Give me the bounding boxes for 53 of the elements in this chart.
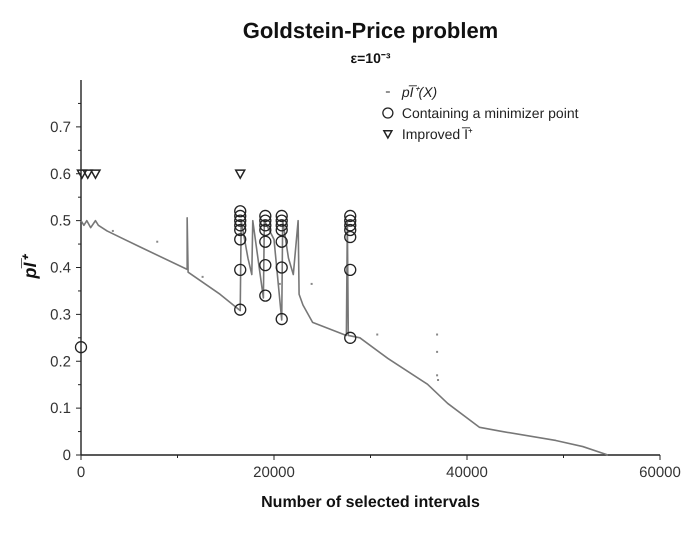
point bbox=[344, 264, 356, 276]
point bbox=[259, 219, 272, 232]
point bbox=[344, 332, 356, 344]
point bbox=[234, 169, 246, 179]
point bbox=[234, 210, 246, 222]
point bbox=[259, 236, 272, 248]
point bbox=[344, 219, 356, 232]
y-tick-label: 0.5 bbox=[50, 212, 71, 230]
chart-title: Goldstein-Price problem bbox=[242, 18, 498, 43]
x-tick-label: 60000 bbox=[639, 464, 681, 481]
point bbox=[234, 304, 246, 316]
y-axis-title: pI̅⁺ bbox=[20, 254, 40, 280]
point bbox=[276, 312, 288, 326]
point bbox=[276, 210, 288, 222]
point bbox=[344, 214, 356, 227]
legend-label: Improved I̅⁺ bbox=[402, 126, 474, 142]
y-tick-label: 0.7 bbox=[50, 118, 71, 136]
point bbox=[234, 205, 246, 218]
point bbox=[234, 233, 246, 246]
y-tick-label: 0.1 bbox=[50, 400, 71, 418]
point bbox=[344, 230, 356, 244]
point bbox=[276, 261, 288, 274]
point bbox=[259, 214, 272, 227]
x-tick-label: 0 bbox=[76, 464, 86, 481]
point bbox=[259, 259, 272, 272]
point bbox=[259, 224, 272, 236]
point bbox=[276, 236, 288, 248]
point bbox=[74, 341, 88, 354]
point bbox=[344, 224, 356, 236]
point bbox=[234, 264, 246, 276]
chart-subtitle: ε=10⁻³ bbox=[350, 50, 391, 66]
point bbox=[259, 289, 272, 302]
legend-label: Containing a minimizer point bbox=[402, 105, 579, 121]
point bbox=[82, 169, 94, 179]
point bbox=[344, 210, 356, 222]
x-tick-label: 20000 bbox=[253, 464, 295, 481]
point bbox=[276, 224, 288, 236]
point bbox=[90, 169, 101, 179]
legend-label: pI̅⁺(X) bbox=[400, 84, 438, 100]
point bbox=[234, 219, 246, 232]
y-tick-label: 0.2 bbox=[50, 353, 71, 370]
point bbox=[276, 219, 288, 232]
x-axis-title: Number of selected intervals bbox=[261, 494, 480, 511]
y-tick-label: 0 bbox=[62, 447, 71, 464]
y-tick-label: 0.6 bbox=[50, 166, 71, 183]
point bbox=[259, 210, 272, 222]
point bbox=[234, 214, 246, 227]
x-tick-label: 40000 bbox=[446, 464, 488, 481]
point bbox=[234, 224, 246, 236]
point bbox=[76, 169, 88, 179]
point bbox=[276, 214, 288, 227]
y-tick-label: 0.4 bbox=[50, 260, 71, 276]
y-tick-label: 0.3 bbox=[50, 306, 71, 324]
